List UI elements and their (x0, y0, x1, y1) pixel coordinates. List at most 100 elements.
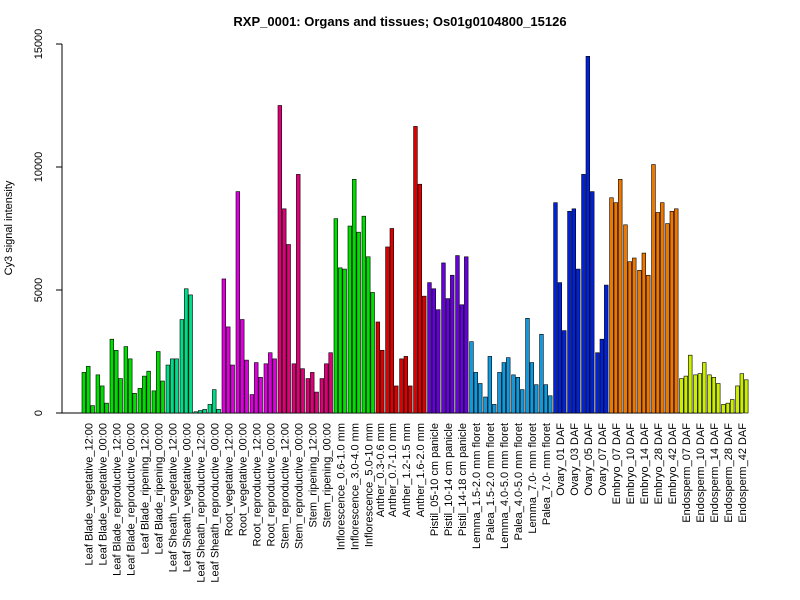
y-axis-ticks: 0 5000 10000 15000 (33, 29, 62, 416)
bar (300, 368, 305, 414)
x-tick-label: Leaf Blade_reproductive_00:00 (125, 423, 137, 576)
x-tick-label: Embryo_07 DAF (611, 423, 623, 505)
x-tick-label: Leaf Sheath_reproductive_00:00 (209, 423, 221, 583)
x-tick-label: Inflorescence_0.6-1.0 mm (335, 423, 347, 550)
bar (352, 179, 357, 414)
bar (179, 319, 185, 414)
x-tick-label: Leaf Blade_ripening_12:00 (139, 423, 151, 555)
bar (277, 105, 283, 414)
bar (193, 411, 199, 414)
bar (314, 391, 319, 414)
bar (114, 349, 119, 414)
x-axis-labels: Leaf Blade_vegetative_12:00 Leaf Blade_ve… (83, 423, 749, 583)
bar (296, 174, 301, 414)
bar (599, 338, 605, 414)
bar (249, 394, 255, 414)
bar (506, 357, 511, 414)
bar (469, 341, 474, 414)
x-tick-label: Embryo_10 DAF (625, 423, 637, 505)
bar (534, 384, 539, 414)
bar (571, 208, 577, 414)
x-tick-label: Endosperm_07 DAF (681, 423, 693, 523)
bar (240, 319, 245, 414)
y-tick-label: 10000 (33, 152, 45, 183)
x-tick-label: Palea_4.0-5.0 mm floret (513, 423, 525, 540)
bar (632, 257, 637, 414)
bar (375, 321, 381, 414)
bar (641, 252, 647, 414)
bar (581, 174, 586, 414)
bar (142, 375, 147, 414)
x-tick-label: Anther_1.2-1.5 mm (401, 423, 413, 517)
bar (394, 385, 399, 414)
bar (202, 409, 207, 414)
x-tick-label: Anther_0.3-0.6 mm (375, 423, 387, 517)
bar (198, 410, 203, 414)
bar (319, 378, 325, 414)
bar (403, 356, 409, 414)
x-tick-label: Inflorescence_3.0-4.0 mm (349, 423, 361, 550)
x-tick-label: Palea_7.0- mm floret (541, 423, 553, 525)
bar (216, 409, 221, 414)
bar (123, 346, 129, 414)
x-tick-label: Leaf Blade_reproductive_12:00 (111, 423, 123, 576)
x-tick-label: Anther_1.6-2.0 mm (415, 423, 427, 517)
bar (459, 304, 465, 414)
bar (683, 375, 689, 414)
bar (356, 231, 361, 414)
bar (170, 358, 175, 414)
bar (730, 399, 735, 414)
bar (655, 212, 661, 414)
bar (492, 404, 497, 414)
bar (380, 349, 385, 414)
x-tick-label: Stem_reproductive_12:00 (279, 423, 291, 549)
bar (160, 380, 165, 414)
bar (207, 404, 213, 414)
bar (165, 364, 171, 414)
bar (627, 261, 633, 414)
bar (744, 379, 749, 414)
bar (258, 377, 263, 414)
x-tick-label: Ovary_07 DAF (597, 423, 609, 496)
x-tick-label: Ovary_03 DAF (569, 423, 581, 496)
bar (109, 338, 115, 414)
x-tick-label: Lemma_4.0-5.0 mm floret (499, 423, 511, 549)
bar (399, 358, 404, 414)
bar (132, 393, 137, 414)
bar (263, 363, 269, 414)
x-tick-label: Leaf Blade_vegetative_12:00 (83, 423, 95, 566)
bar (221, 278, 227, 414)
bar (422, 295, 427, 414)
x-tick-label: Endosperm_14 DAF (709, 423, 721, 523)
bar (226, 326, 231, 414)
bar (455, 255, 460, 414)
x-tick-label: Stem_ripening_12:00 (307, 423, 319, 528)
bar (688, 354, 693, 414)
bar (338, 267, 343, 414)
bar (128, 358, 133, 414)
x-tick-label: Root_vegetative_12:00 (223, 423, 235, 536)
x-tick-label: Stem_ripening_00:00 (321, 423, 333, 528)
bar (604, 284, 609, 414)
x-tick-label: Leaf Blade_ripening_00:00 (153, 423, 165, 555)
bar (707, 374, 712, 414)
bar (333, 218, 339, 414)
x-tick-label: Endosperm_28 DAF (723, 423, 735, 523)
bar (562, 330, 567, 414)
x-tick-label: Lemma_1.5-2.0 mm floret (471, 423, 483, 549)
bar (389, 228, 395, 414)
bar (361, 215, 367, 414)
bar (473, 372, 479, 414)
bar (445, 298, 451, 414)
bar (436, 309, 441, 414)
x-tick-label: Embryo_42 DAF (667, 423, 679, 505)
bar (497, 372, 502, 414)
x-tick-label: Root_reproductive_12:00 (251, 423, 263, 547)
bar (100, 385, 105, 414)
bar (95, 374, 101, 414)
bar (623, 224, 628, 414)
bar (651, 164, 656, 414)
bar (230, 364, 235, 414)
bar (268, 352, 273, 414)
bar (539, 333, 544, 414)
